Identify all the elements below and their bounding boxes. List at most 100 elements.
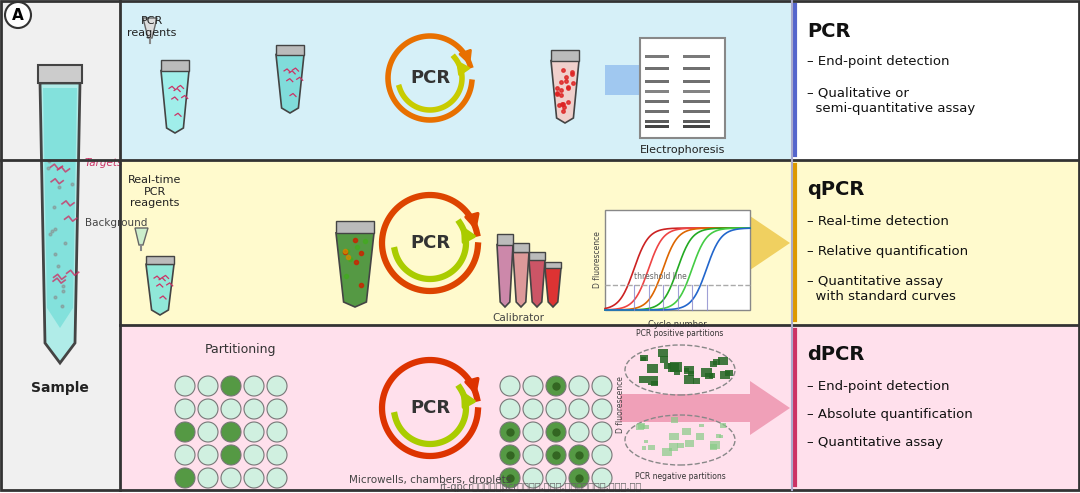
Text: PCR: PCR — [807, 22, 851, 41]
Circle shape — [221, 399, 241, 419]
Circle shape — [198, 422, 218, 442]
Circle shape — [523, 468, 543, 488]
Circle shape — [267, 468, 287, 488]
Circle shape — [523, 422, 543, 442]
Bar — [662, 448, 672, 457]
Bar — [645, 125, 669, 128]
Circle shape — [267, 445, 287, 465]
Bar — [645, 67, 669, 70]
Polygon shape — [276, 55, 303, 113]
Text: dPCR: dPCR — [807, 345, 864, 364]
Circle shape — [592, 468, 612, 488]
Bar — [640, 354, 648, 361]
Text: – Quantitative assay
  with standard curves: – Quantitative assay with standard curve… — [807, 275, 956, 303]
Circle shape — [592, 399, 612, 419]
Text: Microwells, chambers, droplets: Microwells, chambers, droplets — [349, 475, 511, 485]
Circle shape — [523, 399, 543, 419]
Circle shape — [221, 468, 241, 488]
Bar — [605, 210, 750, 310]
Text: D fluorescence: D fluorescence — [593, 232, 602, 288]
Bar — [701, 368, 712, 377]
Bar — [718, 356, 728, 365]
Circle shape — [244, 422, 264, 442]
Bar — [684, 375, 694, 384]
Bar — [716, 434, 720, 438]
Bar — [620, 394, 750, 422]
Bar — [120, 160, 792, 325]
Text: – Qualitative or
  semi-quantitative assay: – Qualitative or semi-quantitative assay — [807, 87, 975, 115]
Bar — [792, 0, 1080, 160]
Bar — [792, 160, 1080, 325]
Circle shape — [592, 376, 612, 396]
Bar — [497, 234, 513, 245]
Bar — [684, 366, 694, 374]
Circle shape — [569, 399, 589, 419]
Circle shape — [267, 422, 287, 442]
Circle shape — [569, 468, 589, 488]
Bar — [120, 0, 792, 160]
Bar — [750, 229, 755, 257]
Polygon shape — [336, 233, 374, 307]
Text: Targets: Targets — [85, 158, 123, 168]
Bar — [647, 363, 658, 373]
Bar — [719, 423, 726, 428]
Bar — [605, 65, 680, 95]
Circle shape — [546, 399, 566, 419]
Bar — [161, 60, 189, 70]
Circle shape — [221, 422, 241, 442]
Circle shape — [267, 376, 287, 396]
Circle shape — [569, 376, 589, 396]
Bar — [671, 417, 678, 423]
Bar — [685, 368, 689, 372]
Bar — [551, 50, 579, 61]
Bar — [720, 371, 730, 379]
Circle shape — [198, 445, 218, 465]
Circle shape — [592, 445, 612, 465]
Bar — [669, 432, 678, 440]
Text: – End-point detection: – End-point detection — [807, 380, 949, 393]
Bar — [645, 100, 669, 103]
Bar — [674, 370, 680, 375]
Circle shape — [546, 376, 566, 396]
Text: PCR: PCR — [410, 69, 450, 87]
Text: PCR negative partitions: PCR negative partitions — [635, 472, 726, 481]
Circle shape — [5, 2, 31, 28]
Circle shape — [244, 376, 264, 396]
Polygon shape — [38, 65, 82, 83]
Polygon shape — [497, 245, 513, 307]
Bar — [696, 433, 704, 440]
Bar — [688, 371, 694, 376]
Text: – Absolute quantification: – Absolute quantification — [807, 408, 973, 421]
Bar — [683, 125, 710, 128]
Polygon shape — [135, 228, 148, 245]
Circle shape — [546, 445, 566, 465]
Bar — [792, 325, 1080, 490]
Bar — [664, 363, 671, 369]
Polygon shape — [513, 252, 529, 307]
Circle shape — [569, 445, 589, 465]
Text: Real-time
PCR
reagents: Real-time PCR reagents — [129, 175, 181, 208]
Bar — [700, 424, 704, 427]
Bar — [636, 423, 644, 430]
Bar — [645, 90, 669, 93]
Text: PCR: PCR — [410, 234, 450, 252]
Polygon shape — [545, 268, 561, 307]
Bar — [685, 440, 693, 448]
Bar — [639, 376, 648, 383]
Polygon shape — [750, 216, 789, 270]
Bar — [711, 441, 720, 449]
Circle shape — [175, 399, 195, 419]
Bar — [645, 55, 669, 58]
Bar — [146, 256, 174, 264]
Circle shape — [221, 445, 241, 465]
Text: – Relative quantification: – Relative quantification — [807, 245, 968, 258]
Circle shape — [175, 376, 195, 396]
Circle shape — [569, 422, 589, 442]
Text: Cycle number: Cycle number — [648, 320, 707, 329]
Bar — [651, 381, 658, 386]
Bar — [683, 100, 710, 103]
Circle shape — [546, 468, 566, 488]
Circle shape — [523, 445, 543, 465]
Circle shape — [500, 376, 519, 396]
Text: Background: Background — [85, 218, 147, 228]
